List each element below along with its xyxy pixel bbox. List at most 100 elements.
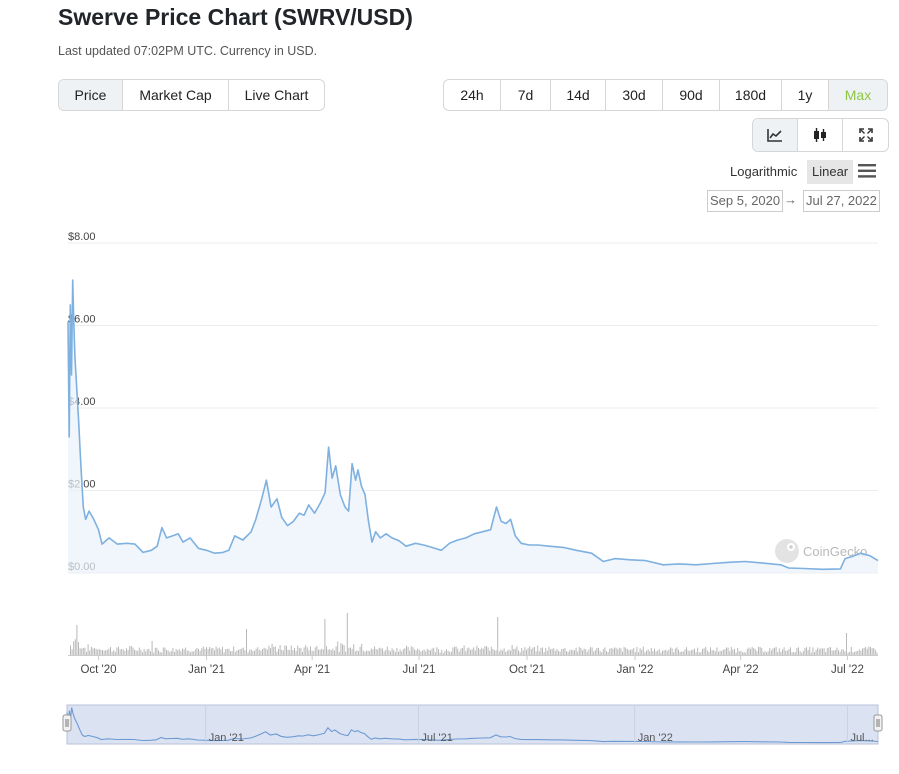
volume-bar xyxy=(863,647,865,655)
volume-bar xyxy=(700,652,702,655)
range-max-label: Max xyxy=(844,87,872,103)
volume-bar xyxy=(692,649,694,655)
volume-bar xyxy=(97,649,99,655)
volume-bar xyxy=(204,648,206,655)
tab-live-chart[interactable]: Live Chart xyxy=(229,80,324,110)
navigator-right-handle[interactable] xyxy=(873,714,883,732)
tab-price[interactable]: Price xyxy=(59,80,123,110)
volume-bar xyxy=(455,646,457,655)
volume-bar xyxy=(562,648,564,655)
tab-market-cap-label: Market Cap xyxy=(139,87,212,103)
volume-bar xyxy=(615,647,617,655)
date-to-input[interactable]: Jul 27, 2022 xyxy=(803,190,880,212)
volume-bar xyxy=(454,646,455,655)
volume-bar xyxy=(242,647,244,655)
volume-bar xyxy=(762,652,764,655)
volume-bar xyxy=(854,652,855,655)
volume-bar xyxy=(620,648,622,655)
volume-bar xyxy=(870,647,871,655)
range-1y-button[interactable]: 1y xyxy=(782,80,829,110)
volume-bar xyxy=(598,647,599,655)
line-chart-button[interactable] xyxy=(753,119,798,151)
volume-bar xyxy=(166,649,167,655)
volume-bar xyxy=(785,650,787,655)
volume-bar xyxy=(778,648,780,655)
volume-bar xyxy=(209,647,211,655)
volume-bar xyxy=(273,646,275,655)
range-30d-button[interactable]: 30d xyxy=(606,80,663,110)
volume-bar xyxy=(742,652,743,655)
volume-bar xyxy=(449,651,451,655)
volume-bar xyxy=(103,650,105,655)
volume-bar xyxy=(500,649,502,655)
volume-bar xyxy=(364,651,366,655)
volume-bar xyxy=(380,648,382,655)
volume-bar xyxy=(702,648,703,655)
volume-bar xyxy=(518,650,519,655)
range-max-button[interactable]: Max xyxy=(829,80,887,110)
volume-bar xyxy=(689,651,691,655)
volume-bar xyxy=(479,649,481,655)
volume-bar xyxy=(607,652,609,655)
x-tick-label: Apr '21 xyxy=(294,664,330,676)
volume-bar xyxy=(343,645,345,655)
range-180d-button[interactable]: 180d xyxy=(720,80,782,110)
candlestick-button[interactable] xyxy=(798,119,843,151)
volume-bar xyxy=(601,652,603,655)
volume-bar xyxy=(231,651,233,655)
date-range-arrow: → xyxy=(784,192,797,207)
date-from-input[interactable]: Sep 5, 2020 xyxy=(707,190,784,212)
logarithmic-toggle[interactable]: Logarithmic xyxy=(730,164,798,179)
volume-bar xyxy=(274,646,276,655)
volume-bar xyxy=(127,650,129,655)
volume-bar xyxy=(673,652,675,655)
volume-bar xyxy=(220,649,222,655)
volume-bar xyxy=(841,649,843,655)
volume-bar xyxy=(516,646,518,655)
volume-bar xyxy=(622,651,623,655)
volume-bar xyxy=(871,648,873,655)
hamburger-menu-icon[interactable] xyxy=(858,164,876,178)
volume-bar xyxy=(550,649,551,655)
linear-toggle[interactable]: Linear xyxy=(807,160,854,184)
volume-bar xyxy=(406,645,407,655)
volume-bar xyxy=(142,652,143,655)
range-24h-button[interactable]: 24h xyxy=(444,80,501,110)
range-7d-button[interactable]: 7d xyxy=(501,80,551,110)
volume-bar xyxy=(766,652,767,655)
volume-bar xyxy=(314,647,316,655)
range-90d-button[interactable]: 90d xyxy=(663,80,720,110)
volume-bar xyxy=(279,645,281,655)
volume-bar xyxy=(804,648,806,655)
volume-bar xyxy=(684,649,686,655)
volume-bar xyxy=(122,649,124,655)
volume-bar xyxy=(710,647,711,655)
volume-bar xyxy=(164,647,166,655)
volume-bar xyxy=(178,649,180,655)
volume-bar xyxy=(596,648,598,655)
volume-bar xyxy=(161,652,163,655)
volume-bar xyxy=(452,647,454,655)
volume-bar xyxy=(327,649,329,655)
volume-bar xyxy=(606,651,607,655)
volume-bar xyxy=(858,649,860,655)
volume-bar xyxy=(775,646,777,655)
fullscreen-button[interactable] xyxy=(843,119,888,151)
volume-bar xyxy=(423,649,425,655)
tab-market-cap[interactable]: Market Cap xyxy=(123,80,229,110)
volume-bar xyxy=(386,646,388,655)
volume-bar xyxy=(730,647,732,655)
volume-bar xyxy=(574,650,575,655)
volume-bar xyxy=(439,652,441,655)
volume-bar xyxy=(769,648,771,655)
volume-bar xyxy=(466,648,468,655)
volume-bar xyxy=(815,649,817,655)
volume-bar xyxy=(105,650,107,655)
range-14d-button[interactable]: 14d xyxy=(551,80,606,110)
volume-bar xyxy=(292,650,294,655)
volume-bar xyxy=(113,650,115,655)
navigator-left-handle[interactable] xyxy=(62,714,72,732)
volume-bar xyxy=(642,646,644,655)
candlestick-icon xyxy=(814,128,826,142)
